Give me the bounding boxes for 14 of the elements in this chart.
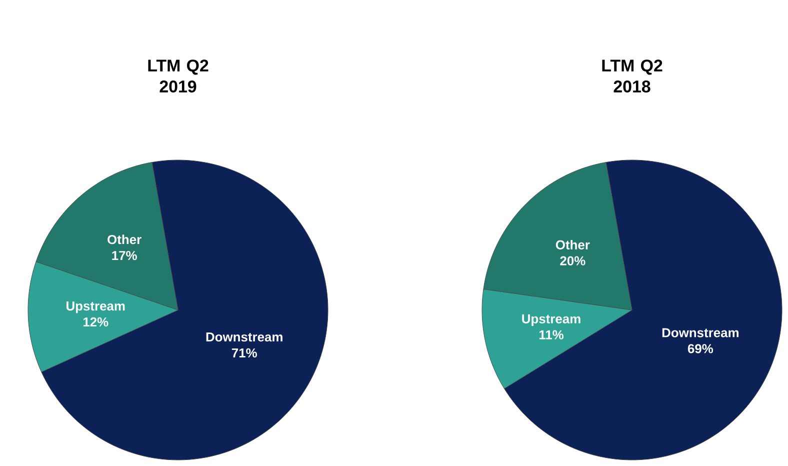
- data-label: 11%: [539, 330, 564, 340]
- slice-label: Upstream: [66, 302, 125, 314]
- chart-title: LTM Q2 2018: [602, 60, 662, 93]
- slice-label: Upstream: [522, 314, 580, 326]
- data-label: 17%: [112, 250, 137, 260]
- slice-label: Other: [556, 240, 590, 250]
- slice-label: Downstream: [662, 328, 738, 338]
- chart-title: LTM Q2 2019: [148, 60, 208, 93]
- data-label: 20%: [560, 256, 586, 266]
- data-label: 69%: [688, 344, 714, 354]
- slice-label: Other: [108, 234, 142, 244]
- slice-label: Downstream: [206, 332, 282, 342]
- data-label: 12%: [83, 317, 108, 326]
- data-label: 71%: [232, 348, 257, 358]
